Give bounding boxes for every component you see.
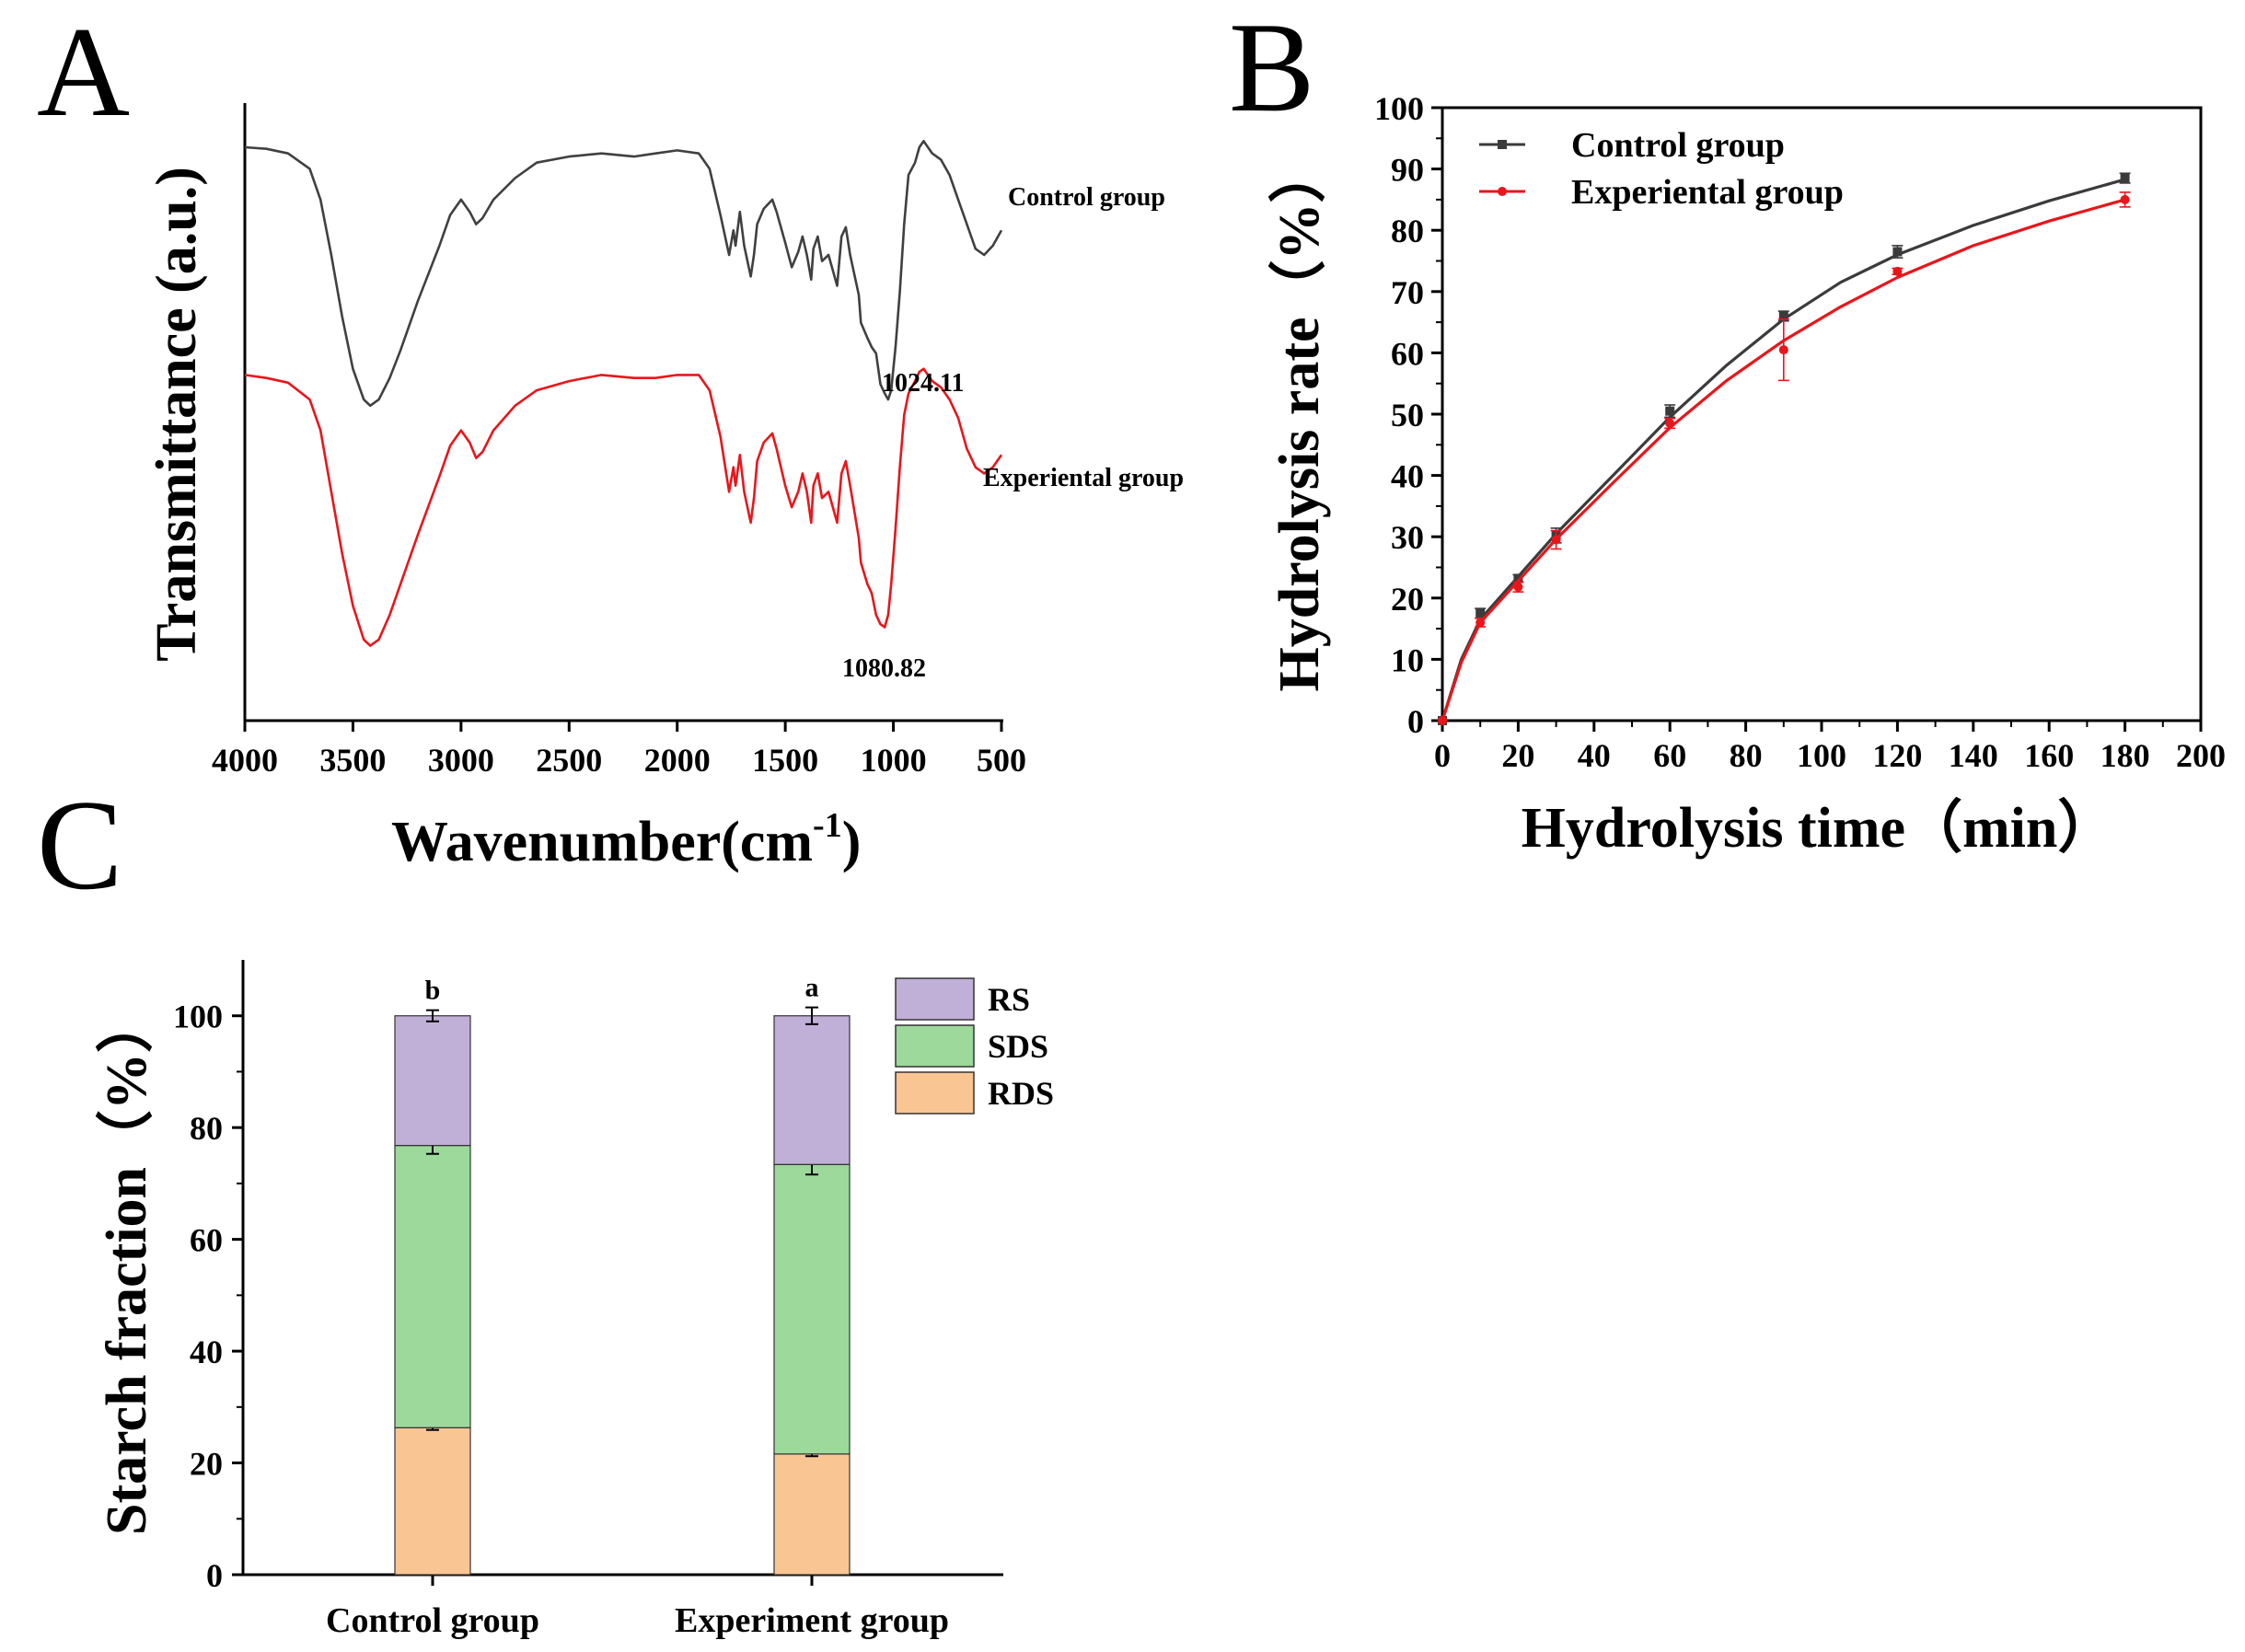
panel-c-legend-label-rs: RS [988, 981, 1030, 1018]
panel-b-x-label: Hydrolysis time（min） [1522, 795, 2115, 860]
panel-b-x-tick-label: 80 [1730, 737, 1763, 774]
panel-label-b: B [1229, 0, 1314, 139]
panel-b-point-experiental [1513, 582, 1523, 592]
panel-b-x-tick-label: 140 [1949, 737, 1998, 774]
panel-b-point-experiental [1665, 418, 1675, 428]
panel-b-y-tick-label: 40 [1391, 458, 1424, 495]
panel-b-x-tick-label: 0 [1434, 737, 1451, 774]
panel-b-y-label: Hydrolysis rate（%） [1267, 146, 1331, 692]
panel-c-significance-letter: a [805, 973, 819, 1003]
panel-b-x-tick-label: 120 [1872, 737, 1922, 774]
panel-label-a: A [37, 1, 130, 144]
panel-b-legend-label-control: Control group [1571, 126, 1785, 165]
panel-c-bar-rs [773, 1015, 851, 1165]
panel-b-legend-marker-control [1498, 140, 1507, 149]
panel-a-x-tick-label: 3000 [428, 742, 494, 779]
panel-b-point-control [1778, 311, 1788, 321]
panel-a-x-label-end: ) [842, 811, 862, 873]
panel-c-bar-rds [773, 1453, 851, 1576]
panel-b-y-tick-label: 10 [1391, 641, 1424, 678]
panel-b-point-control [1665, 406, 1675, 416]
panel-b-x-tick-label: 40 [1578, 737, 1611, 774]
panel-c-legend-swatch-rds [895, 1071, 975, 1115]
panel-c-legend-label-rds: RDS [988, 1075, 1054, 1112]
panel-c-y-label: Starch fraction（%） [94, 996, 158, 1535]
panel-c-y-tick-label: 0 [206, 1557, 223, 1594]
panel-c-legend: RS SDS RDS [895, 977, 1054, 1115]
panel-b-y-tick-label: 100 [1374, 90, 1424, 127]
panel-c-bar-sds [773, 1163, 851, 1455]
panel-b-y-tick-label: 70 [1391, 274, 1424, 311]
panel-c-significance-letter: b [425, 976, 441, 1006]
panel-a-x-label-sup: -1 [813, 806, 842, 845]
panel-c-legend-label-sds: SDS [988, 1028, 1048, 1065]
panel-a-x-tick-label: 2500 [536, 742, 602, 779]
panel-b-x-tick-label: 100 [1797, 737, 1846, 774]
panel-c-y-tick-label: 40 [190, 1334, 223, 1370]
panel-c-y-tick-label: 100 [173, 999, 223, 1035]
panel-a-series-label-control: Control group [1008, 183, 1165, 212]
panel-b-point-control [1475, 608, 1486, 618]
panel-b-y-tick-label: 20 [1391, 581, 1424, 618]
panel-b-point-experiental [1475, 618, 1486, 628]
panel-b-y-tick-label: 30 [1391, 519, 1424, 556]
panel-b-x-tick-label: 20 [1501, 737, 1534, 774]
panel-c-y-tick-label: 20 [190, 1446, 223, 1483]
panel-c-y-tick-label: 60 [190, 1222, 223, 1259]
panel-a-x-label: Wavenumber(cm-1) [391, 806, 861, 873]
panel-a-spectrum-experiental [244, 367, 1003, 647]
panel-b-y-tick-label: 0 [1407, 703, 1424, 740]
panel-a-annotation-experiental: 1080.82 [842, 654, 926, 683]
panel-b-x-tick-label: 200 [2176, 737, 2226, 774]
panel-c-legend-swatch-rs [895, 977, 975, 1021]
panel-b-x-tick-label: 160 [2024, 737, 2074, 774]
panel-c-x-tick-label: Control group [326, 1601, 539, 1640]
panel-b-fit-line-experiental [1441, 198, 2126, 722]
panel-b-y-tick-label: 90 [1391, 152, 1424, 189]
panel-b-point-experiental [1778, 345, 1788, 355]
panel-b-hydrolysis-chart: 0 20 40 60 80 100 120 140 160 180 200 0 10 20 30 40 50 60… [1267, 90, 2226, 860]
panel-a-x-tick-label: 4000 [212, 742, 278, 779]
panel-a-annotation-control: 1024.11 [882, 369, 964, 398]
panel-a-x-tick-label: 1000 [861, 742, 927, 779]
panel-b-legend: Control group Experiental group [1479, 126, 1844, 212]
panel-b-y-tick-label: 50 [1391, 397, 1424, 433]
panel-c-y-tick-label: 80 [190, 1110, 223, 1147]
panel-label-c: C [37, 774, 122, 917]
panel-c-legend-swatch-sds [895, 1024, 975, 1068]
panel-c-bar-rds [394, 1427, 471, 1576]
panel-b-point-experiental [1551, 535, 1561, 545]
panel-c-bar-rs [394, 1015, 471, 1147]
panel-b-point-experiental [1892, 266, 1903, 276]
panel-b-fit-line-control [1441, 178, 2126, 722]
panel-a-y-label: Transmittance (a.u.) [145, 167, 208, 662]
panel-b-point-experiental [1438, 716, 1447, 725]
panel-b-legend-marker-experiental [1498, 187, 1507, 196]
panel-b-point-control [2120, 173, 2130, 183]
panel-b-y-tick-label: 80 [1391, 213, 1424, 249]
panel-a-x-tick-label: 1500 [752, 742, 818, 779]
panel-b-point-control [1513, 573, 1523, 583]
panel-c-bar-sds [394, 1145, 471, 1428]
panel-a-spectrum-control [244, 140, 1003, 408]
panel-a-x-tick-label: 500 [977, 742, 1026, 779]
panel-c-starch-chart: 0 20 40 60 80 100 Control group Experiment grou… [94, 960, 1054, 1640]
panel-a-series-label-experiental: Experiental group [983, 464, 1184, 492]
panel-a-ftir-chart: 4000 3500 3000 2500 2000 1500 1000 500 Transmit… [145, 103, 1184, 873]
panel-b-x-tick-label: 60 [1653, 737, 1686, 774]
panel-a-x-label-main: Wavenumber(cm [391, 811, 813, 873]
panel-b-y-tick-label: 60 [1391, 335, 1424, 372]
panel-b-x-tick-label: 180 [2100, 737, 2150, 774]
panel-b-point-control [1892, 247, 1903, 257]
panel-c-x-tick-label: Experiment group [675, 1601, 949, 1640]
panel-b-point-experiental [2120, 194, 2130, 204]
panel-a-x-tick-label: 3500 [319, 742, 386, 779]
panel-b-legend-label-experiental: Experiental group [1571, 173, 1844, 212]
panel-a-x-tick-label: 2000 [644, 742, 711, 779]
